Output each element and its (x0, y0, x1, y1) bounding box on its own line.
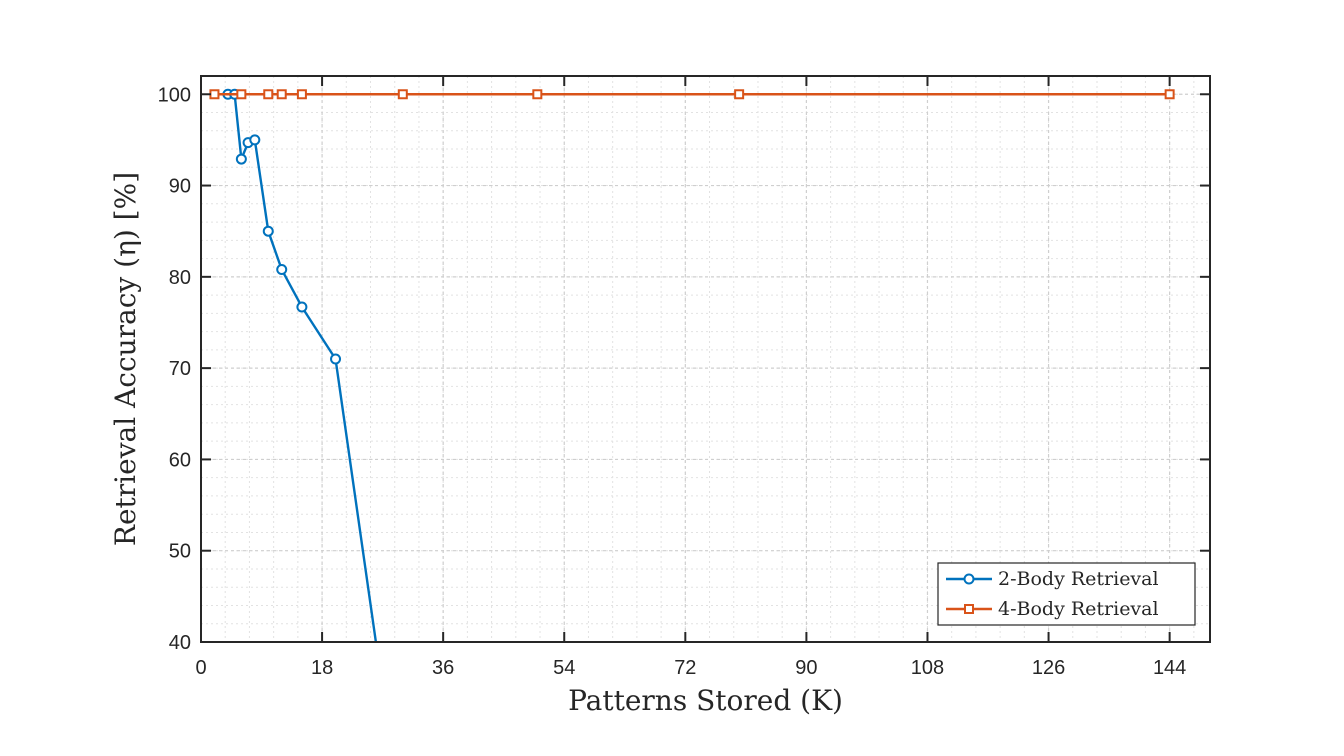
grid-lines (200, 75, 1210, 643)
data-point-square (296, 89, 307, 100)
x-tick-label: 36 (432, 657, 454, 679)
legend: 2-Body Retrieval 4-Body Retrieval (937, 562, 1196, 626)
x-tick-label: 108 (911, 657, 944, 679)
x-tick-label: 0 (195, 657, 206, 679)
legend-marker-circle (963, 573, 975, 585)
axis-ticks: 0 18 36 54 72 90 108 126 144 40 50 60 70 80 90 100 (158, 76, 1210, 679)
x-tick-label: 18 (311, 657, 333, 679)
data-point-square (1164, 89, 1175, 100)
legend-item-1: 2-Body Retrieval (946, 568, 1159, 590)
data-point-circle (262, 225, 274, 237)
data-point-circle (276, 264, 288, 276)
series-line-1 (227, 93, 378, 642)
y-tick-label: 50 (169, 541, 191, 563)
y-axis-label: Retrieval Accuracy (η) [%] (109, 172, 142, 546)
data-point-circle (330, 353, 342, 365)
data-point-circle (235, 153, 247, 165)
data-point-circle (249, 134, 261, 146)
data-point-circle (296, 301, 308, 313)
x-tick-label: 72 (674, 657, 696, 679)
data-point-square (276, 89, 287, 100)
legend-item-2: 4-Body Retrieval (946, 598, 1159, 620)
plot-frame (200, 75, 1211, 643)
legend-box (937, 562, 1196, 626)
x-tick-label: 126 (1032, 657, 1065, 679)
legend-label: 4-Body Retrieval (998, 598, 1159, 620)
data-point-square (397, 89, 408, 100)
x-tick-label: 90 (795, 657, 817, 679)
data-point-square (532, 89, 543, 100)
y-tick-label: 40 (169, 632, 191, 654)
y-tick-label: 70 (169, 358, 191, 380)
data-point-square (734, 89, 745, 100)
y-tick-label: 80 (169, 267, 191, 289)
data-point-square (236, 89, 247, 100)
legend-label: 2-Body Retrieval (998, 568, 1159, 590)
data-point-square (209, 89, 220, 100)
series-2 (209, 89, 1175, 100)
x-tick-label: 144 (1153, 657, 1186, 679)
x-axis-label: Patterns Stored (K) (568, 684, 843, 717)
y-tick-label: 90 (169, 176, 191, 198)
series-1 (222, 88, 378, 642)
data-point-square (263, 89, 274, 100)
y-tick-label: 60 (169, 449, 191, 471)
y-tick-label: 100 (158, 84, 191, 106)
series-layer (209, 88, 1175, 642)
legend-marker-square (964, 604, 974, 614)
x-tick-label: 54 (553, 657, 575, 679)
